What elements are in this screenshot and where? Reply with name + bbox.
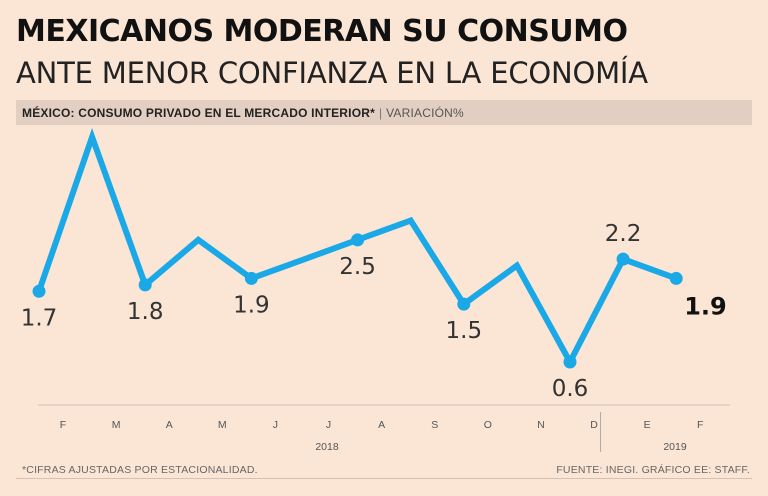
data-label: 0.6 <box>552 376 589 402</box>
x-tick-label: S <box>431 419 438 431</box>
x-tick-label: F <box>697 419 703 431</box>
x-tick-label: J <box>273 419 278 431</box>
x-year-label: 2019 <box>663 441 687 453</box>
data-label: 1.9 <box>233 292 270 318</box>
series-line <box>36 127 680 369</box>
footer-divider <box>16 478 752 479</box>
data-point-marker <box>563 355 577 369</box>
data-label: 1.9 <box>684 292 727 320</box>
series-description: MÉXICO: CONSUMO PRIVADO EN EL MERCADO IN… <box>22 106 375 120</box>
x-tick-label: N <box>537 419 545 431</box>
x-tick-label: M <box>112 419 121 431</box>
x-tick-label: A <box>378 419 385 431</box>
x-tick-label: D <box>590 419 598 431</box>
source-credit: FUENTE: INEGI. GRÁFICO EE: STAFF. <box>556 464 750 476</box>
data-label: 2.2 <box>605 221 642 247</box>
x-tick-label: O <box>484 419 492 431</box>
header-separator: | <box>378 106 383 120</box>
data-point-marker <box>669 271 683 285</box>
data-label: 1.8 <box>127 299 164 325</box>
data-label: 2.5 <box>339 254 376 280</box>
data-point-marker <box>244 271 258 285</box>
chart-header-band: MÉXICO: CONSUMO PRIVADO EN EL MERCADO IN… <box>16 100 752 125</box>
x-tick-label: M <box>218 419 227 431</box>
x-tick-label: E <box>644 419 651 431</box>
chart-subtitle: ANTE MENOR CONFIANZA EN LA ECONOMÍA <box>16 56 648 90</box>
data-point-marker <box>616 252 630 266</box>
data-label: 1.7 <box>21 305 58 331</box>
data-point-marker <box>32 284 46 298</box>
unit-label: VARIACIÓN% <box>386 106 464 120</box>
data-point-marker <box>457 297 471 311</box>
data-label: 1.5 <box>446 318 483 344</box>
chart-header-text: MÉXICO: CONSUMO PRIVADO EN EL MERCADO IN… <box>22 106 464 120</box>
x-tick-label: F <box>60 419 66 431</box>
x-tick-label: J <box>326 419 331 431</box>
chart-title: MEXICANOS MODERAN SU CONSUMO <box>16 14 628 49</box>
x-year-label: 2018 <box>315 441 339 453</box>
footnote: *CIFRAS AJUSTADAS POR ESTACIONALIDAD. <box>22 464 258 476</box>
data-point-marker <box>351 233 365 247</box>
x-tick-label: A <box>166 419 173 431</box>
data-point-marker <box>138 278 152 292</box>
